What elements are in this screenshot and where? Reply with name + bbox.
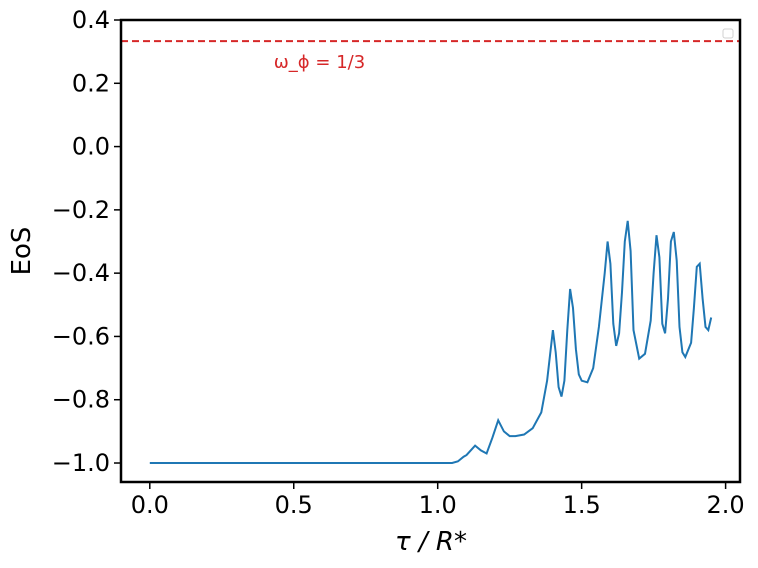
y-axis-label: EoS (7, 227, 37, 276)
y-tick-label: −0.8 (52, 386, 110, 414)
reference-line-label: ω_ϕ = 1/3 (274, 52, 365, 73)
y-tick-label: 0.2 (72, 69, 110, 97)
x-axis-label: τ / R* (395, 527, 467, 557)
x-tick-label: 2.0 (707, 491, 745, 519)
y-tick-label: 0.4 (72, 6, 110, 34)
x-tick-label: 0.5 (275, 491, 313, 519)
y-axis-ticks: 0.4 0.2 0.0 −0.2 −0.4 −0.6 −0.8 −1.0 (52, 6, 121, 477)
y-tick-label: −0.4 (52, 259, 110, 287)
series-line (149, 220, 713, 464)
plot-background (121, 20, 740, 482)
y-tick-label: −0.2 (52, 196, 110, 224)
x-tick-label: 1.0 (419, 491, 457, 519)
x-tick-label: 0.0 (131, 491, 169, 519)
y-tick-label: −0.6 (52, 322, 110, 350)
plot-frame (119, 18, 742, 484)
legend-box (722, 28, 734, 39)
y-tick-label: 0.0 (72, 133, 110, 161)
y-tick-label: −1.0 (52, 449, 110, 477)
x-tick-label: 1.5 (563, 491, 601, 519)
x-axis-ticks: 0.0 0.5 1.0 1.5 2.0 (131, 482, 745, 519)
